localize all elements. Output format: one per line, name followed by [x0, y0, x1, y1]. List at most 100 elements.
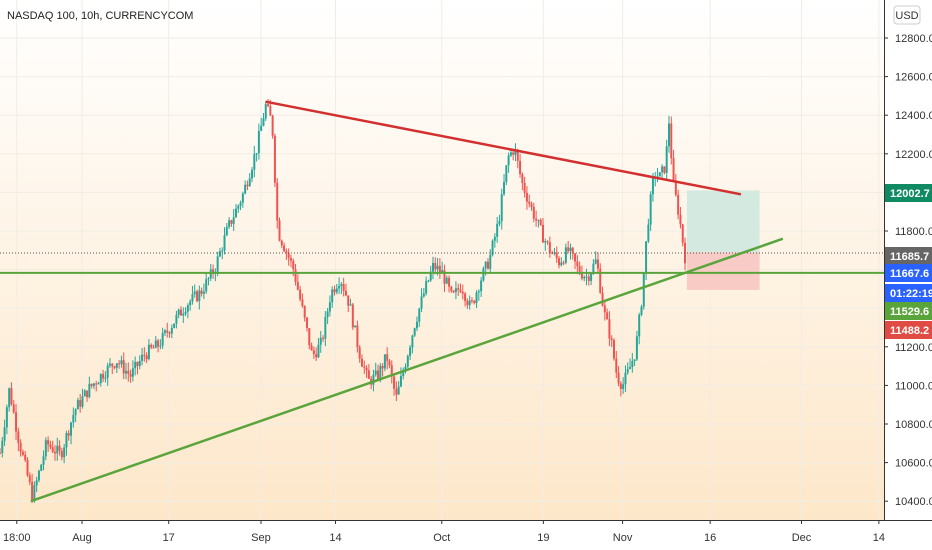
- candle-body: [491, 240, 494, 255]
- candle-body: [81, 396, 84, 407]
- candle-body: [317, 344, 320, 358]
- candle-body: [241, 193, 244, 203]
- candle-body: [470, 300, 473, 302]
- candle-body: [461, 291, 464, 294]
- candle-body: [603, 305, 606, 313]
- price-tag-label-current: 11667.6: [890, 268, 929, 280]
- candle-body: [184, 311, 187, 314]
- candle-body: [230, 220, 233, 224]
- candle-body: [328, 302, 331, 312]
- candle-body: [615, 358, 618, 373]
- price-tag-stop: [885, 321, 932, 339]
- candle-body: [622, 384, 625, 389]
- candle-body: [294, 269, 297, 282]
- trend-lines: [0, 100, 884, 503]
- candle-body: [590, 273, 593, 281]
- candle-body: [31, 481, 34, 501]
- price-tick-label: 11800.0: [895, 226, 932, 238]
- candle-body: [308, 328, 311, 346]
- candle-body: [642, 272, 645, 307]
- candle-body: [280, 240, 283, 246]
- candle-body: [83, 390, 86, 397]
- candle-body: [218, 251, 221, 257]
- candle-body: [177, 309, 180, 315]
- candle-body: [679, 214, 682, 225]
- stop-zone: [686, 252, 760, 290]
- candle-body: [530, 203, 533, 207]
- candle-body: [583, 276, 586, 279]
- candle-body: [441, 270, 444, 273]
- candle-body: [528, 201, 531, 204]
- candle-body: [12, 404, 15, 413]
- candle-body: [276, 182, 279, 221]
- candle-body: [63, 447, 66, 458]
- candle-body: [507, 155, 510, 166]
- candle-body: [179, 309, 182, 316]
- candle-body: [535, 218, 538, 221]
- candle-body: [24, 454, 27, 461]
- price-tag-last: [885, 247, 932, 265]
- price-tick-label: 12800.0: [895, 33, 932, 45]
- candle-body: [232, 217, 235, 224]
- candle-body: [480, 280, 483, 292]
- candle-body: [489, 254, 492, 269]
- currency-button[interactable]: USD: [893, 5, 921, 25]
- candle-body: [541, 224, 544, 243]
- candle-body: [411, 335, 414, 348]
- candle-body: [498, 221, 501, 224]
- candle-body: [548, 242, 551, 254]
- candle-body: [340, 284, 343, 286]
- candle-body: [514, 149, 517, 155]
- candle-body: [667, 123, 670, 147]
- candle-body: [672, 158, 675, 181]
- time-axis[interactable]: 18:00 Aug 17 Sep 14 Oct 19 Nov 16 Dec 14: [0, 520, 932, 550]
- candle-body: [496, 223, 499, 237]
- time-tick-label: Aug: [72, 532, 92, 544]
- candle-body: [457, 288, 460, 290]
- candle-body: [95, 383, 98, 385]
- candle-body: [21, 451, 24, 455]
- currency-button-label[interactable]: USD: [895, 10, 918, 22]
- candle-body: [651, 177, 654, 195]
- candle-body: [344, 290, 347, 296]
- candle-body: [150, 344, 153, 348]
- candle-body: [420, 296, 423, 309]
- candle-body: [200, 290, 203, 294]
- candle-body: [388, 360, 391, 366]
- candle-body: [285, 251, 288, 253]
- price-tag-label-target: 12002.7: [890, 188, 930, 200]
- currency-button-frame[interactable]: [893, 5, 921, 25]
- candle-body: [40, 464, 43, 471]
- candle-body: [631, 360, 634, 368]
- candle-body: [647, 224, 650, 242]
- candle-body: [574, 253, 577, 262]
- candle-body: [521, 174, 524, 184]
- candle-body: [404, 366, 407, 372]
- time-tick-label: Nov: [613, 532, 633, 544]
- candle-body: [358, 347, 361, 359]
- candle-body: [189, 301, 192, 306]
- candle-body: [301, 299, 304, 307]
- price-tick-label: 12600.0: [895, 72, 932, 84]
- candle-body: [397, 386, 400, 395]
- candle-body: [665, 146, 668, 173]
- candle-body: [239, 202, 242, 206]
- price-tag-current: [885, 264, 932, 282]
- candle-body: [166, 330, 169, 333]
- candle-body: [638, 314, 641, 337]
- candle-body: [390, 365, 393, 377]
- candle-body: [658, 172, 661, 177]
- candle-body: [624, 372, 627, 385]
- candle-body: [322, 337, 325, 339]
- candle-body: [173, 323, 176, 328]
- candle-body: [97, 383, 100, 385]
- candle-body: [608, 319, 611, 339]
- candle-body: [617, 372, 620, 384]
- candle-body: [202, 291, 205, 294]
- candle-body: [207, 278, 210, 280]
- candle-body: [635, 336, 638, 360]
- candle-body: [70, 422, 73, 436]
- candle-body: [191, 294, 194, 302]
- candle-body: [248, 178, 251, 187]
